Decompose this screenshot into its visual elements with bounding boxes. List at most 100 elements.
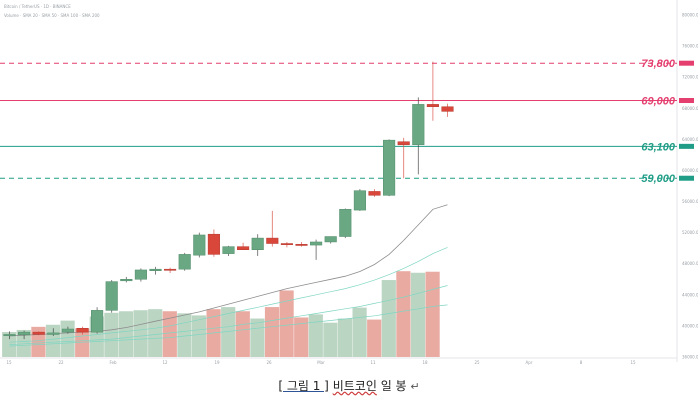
date-tick-label: Feb	[109, 360, 117, 365]
date-tick-label: 15	[6, 360, 12, 365]
candle-body	[237, 246, 250, 250]
level-price-tag	[679, 60, 694, 66]
volume-bar	[396, 271, 411, 357]
price-tick-label: 56000.00	[682, 199, 698, 204]
candle-body	[120, 279, 133, 282]
candle-body	[3, 334, 16, 336]
date-tick-label: 26	[266, 360, 272, 365]
candle-body	[149, 268, 162, 271]
price-tick-label: 48000.00	[682, 261, 698, 266]
candle-body	[441, 106, 454, 112]
candle-body	[164, 268, 177, 271]
candle-body	[222, 246, 235, 254]
candle-body	[134, 269, 147, 280]
volume-bar	[191, 315, 207, 357]
date-tick-label: 11	[370, 360, 376, 365]
level-label: 63,100	[641, 141, 676, 153]
volume-bar	[162, 311, 177, 357]
candle-body	[310, 241, 323, 246]
volume-bar	[177, 313, 192, 357]
candle-body	[207, 233, 220, 255]
volume-bar	[118, 311, 134, 357]
caption-title-rest: 일 봉	[376, 379, 407, 393]
candle-body	[426, 104, 439, 107]
candle-body	[91, 310, 104, 333]
candle-body	[76, 327, 89, 333]
price-tick-label: 36000.00	[682, 355, 698, 360]
candle-body	[412, 104, 425, 146]
volume-bar	[308, 314, 323, 357]
figure-caption: [ 그림 1 ] 비트코인 일 봉 ↵	[0, 377, 698, 394]
volume-bar	[148, 309, 163, 357]
candle-body	[18, 331, 31, 336]
volume-bar	[323, 322, 338, 357]
candle-body	[339, 209, 352, 237]
candle-body	[61, 328, 74, 333]
date-tick-label: Mar	[317, 360, 325, 365]
volume-bar	[410, 272, 426, 357]
volume-bar	[133, 310, 148, 357]
level-label: 69,000	[641, 96, 676, 108]
date-tick-label: 12	[162, 360, 168, 365]
caption-label: [ 그림 1 ]	[278, 379, 329, 393]
candle-body	[368, 191, 381, 196]
date-tick-label: 25	[474, 360, 480, 365]
date-tick-label: 8	[580, 360, 583, 365]
price-tick-label: 76000.00	[682, 44, 698, 49]
candle-body	[280, 243, 293, 245]
volume-bar	[60, 320, 75, 357]
candle-body	[295, 244, 308, 246]
candle-body	[251, 237, 264, 250]
level-price-tag	[679, 98, 694, 103]
volume-bar	[264, 307, 280, 357]
candle-body	[178, 254, 191, 270]
candle-body	[353, 190, 366, 211]
volume-bar	[235, 311, 250, 357]
date-tick-label: 22	[58, 360, 64, 365]
price-chart: Bitcoin / TetherUS · 1D · BINANCE Volume …	[0, 0, 698, 365]
level-label: 73,800	[641, 58, 676, 70]
date-tick-label: 19	[214, 360, 220, 365]
price-tick-label: 80000.00	[682, 13, 698, 18]
candle-body	[324, 236, 337, 243]
price-tick-label: 40000.00	[682, 323, 698, 328]
level-price-tag	[679, 175, 694, 181]
return-mark-icon: ↵	[410, 380, 420, 393]
date-tick-label: Apr	[526, 360, 533, 365]
volume-bar	[250, 318, 265, 357]
chart-header-indicators: Volume · SMA 20 · SMA 50 · SMA 100 · SMA…	[4, 13, 100, 18]
volume-bar	[104, 312, 119, 357]
volume-bar	[279, 290, 294, 357]
volume-bar	[294, 317, 309, 357]
volume-bar	[2, 332, 17, 357]
volume-bar	[367, 319, 382, 357]
price-tick-label: 60000.00	[682, 168, 698, 173]
caption-title-word: 비트코인	[332, 379, 377, 393]
candle-body	[397, 141, 410, 146]
level-label: 59,000	[641, 173, 676, 185]
sma-line-1	[9, 247, 448, 343]
candle-body	[193, 234, 206, 256]
volume-bar	[425, 271, 440, 357]
candle-body	[266, 237, 279, 244]
volume-bar	[352, 307, 367, 357]
volume-bar	[337, 318, 353, 357]
price-tick-label: 52000.00	[682, 230, 698, 235]
price-tick-label: 72000.00	[682, 75, 698, 80]
candle-body	[105, 281, 118, 311]
date-tick-label: 18	[422, 360, 428, 365]
date-tick-label: 15	[630, 360, 636, 365]
chart-header-symbol: Bitcoin / TetherUS · 1D · BINANCE	[4, 4, 71, 9]
price-tick-label: 44000.00	[682, 292, 698, 297]
candle-body	[47, 332, 60, 335]
candle-body	[32, 331, 45, 335]
price-tick-label: 64000.00	[682, 137, 698, 142]
volume-bar	[221, 307, 236, 357]
sma-line-2	[9, 285, 448, 345]
candle-body	[383, 139, 396, 196]
price-tick-label: 68000.00	[682, 106, 698, 111]
sma-line-3	[9, 304, 448, 347]
volume-bar	[381, 280, 396, 357]
level-price-tag	[679, 143, 694, 149]
